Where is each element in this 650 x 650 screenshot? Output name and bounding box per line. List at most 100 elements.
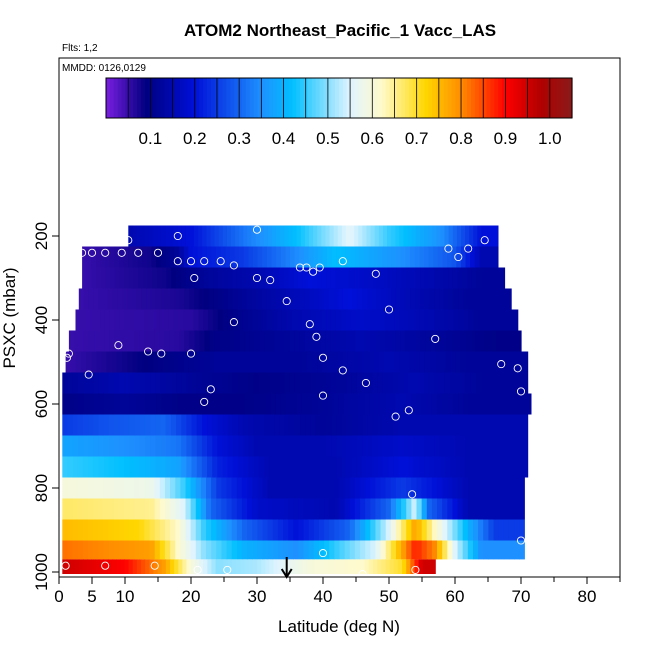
heatmap-cell [108, 414, 115, 436]
heatmap-cell [359, 246, 365, 268]
heatmap-cell [493, 309, 499, 331]
heatmap-cell [181, 414, 187, 436]
heatmap-cell [362, 372, 368, 394]
heatmap-cell [388, 372, 394, 394]
heatmap-cell [119, 393, 126, 415]
colorbar-segment [482, 78, 488, 118]
heatmap-cell [221, 477, 228, 499]
heatmap-cell [113, 498, 120, 520]
heatmap-cell [450, 414, 456, 436]
heatmap-cell [100, 309, 106, 331]
heatmap-cell [430, 330, 437, 352]
heatmap-cell [294, 435, 301, 457]
heatmap-cell [474, 246, 481, 268]
sample-point [206, 385, 215, 394]
heatmap-cell [82, 498, 89, 520]
heatmap-cell [294, 414, 301, 436]
heatmap-cell [183, 246, 189, 268]
heatmap-cell [98, 435, 105, 457]
heatmap-cell [406, 559, 411, 574]
heatmap-cell [488, 519, 495, 541]
heatmap-cell [312, 267, 318, 289]
heatmap-cell [455, 372, 461, 394]
colorbar-segment [416, 78, 422, 118]
heatmap-cell [134, 330, 140, 352]
sample-point [302, 263, 311, 272]
heatmap-cell [152, 351, 159, 373]
heatmap-cell [408, 372, 415, 394]
heatmap-cell [236, 267, 243, 289]
colorbar-segment [296, 78, 301, 118]
heatmap-cell [508, 519, 515, 541]
colorbar-tick-label: 0.7 [405, 129, 429, 148]
heatmap-cell [185, 498, 192, 520]
heatmap-cell [374, 393, 381, 415]
heatmap-cell [331, 559, 337, 574]
heatmap-cell [429, 372, 436, 394]
heatmap-cell [114, 246, 120, 268]
heatmap-cell [422, 559, 428, 574]
heatmap-cell [482, 288, 488, 310]
heatmap-cell [503, 498, 510, 520]
heatmap-cell [289, 414, 296, 436]
heatmap-cell [277, 559, 283, 574]
heatmap-cell [190, 267, 196, 289]
heatmap-cell [274, 435, 281, 457]
heatmap-cell [431, 393, 438, 415]
colorbar-segment [420, 78, 426, 118]
heatmap-cell [442, 477, 448, 499]
colorbar-segment [144, 78, 150, 118]
colorbar-segment [156, 78, 161, 118]
heatmap-cell [498, 498, 505, 520]
x-tick-label: 5 [87, 587, 96, 606]
heatmap-cell [415, 288, 421, 310]
heatmap-cell [325, 225, 331, 247]
heatmap-cell [227, 267, 233, 289]
heatmap-cell [460, 225, 466, 247]
heatmap-cell [206, 498, 212, 520]
heatmap-cell [416, 498, 423, 520]
heatmap-cell [335, 330, 341, 352]
heatmap-cell [155, 372, 162, 394]
heatmap-cell [118, 519, 125, 541]
heatmap-cell [126, 288, 133, 310]
heatmap-cell [195, 498, 202, 520]
heatmap-cell [450, 372, 456, 394]
heatmap-cell [333, 393, 339, 415]
heatmap-cell [490, 330, 497, 352]
colorbar-segment [358, 78, 363, 118]
sample-point [318, 549, 328, 558]
heatmap-cell [298, 477, 305, 499]
heatmap-cell [117, 288, 123, 310]
heatmap-cell [191, 456, 198, 478]
heatmap-cell [490, 267, 496, 289]
heatmap-cell [159, 498, 166, 520]
heatmap-cell [254, 393, 261, 415]
heatmap-cell [498, 477, 505, 499]
heatmap-cell [145, 435, 151, 457]
heatmap-cell [151, 246, 157, 268]
heatmap-cell [390, 393, 397, 415]
colorbar-segment [412, 78, 418, 118]
heatmap-cell [472, 498, 479, 520]
colorbar-tick-label: 0.1 [139, 129, 163, 148]
heatmap-cell [336, 372, 343, 394]
colorbar-segment [564, 78, 569, 118]
heatmap-cell [144, 498, 151, 520]
heatmap-cell [498, 540, 505, 560]
heatmap-row [62, 559, 436, 574]
heatmap-cell [367, 414, 374, 436]
heatmap-cell [150, 288, 157, 310]
heatmap-cell [194, 267, 201, 289]
heatmap-cell [259, 330, 266, 352]
heatmap-cell [74, 559, 80, 574]
heatmap-cell [236, 477, 243, 499]
x-axis-label: Latitude (deg N) [278, 617, 400, 636]
heatmap-cell [356, 559, 362, 574]
heatmap-cell [481, 225, 487, 247]
y-tick-label: 200 [32, 222, 51, 250]
heatmap-cell [439, 372, 446, 394]
heatmap-cell [389, 309, 396, 331]
heatmap-cell [88, 288, 94, 310]
heatmap-cell [334, 519, 341, 541]
